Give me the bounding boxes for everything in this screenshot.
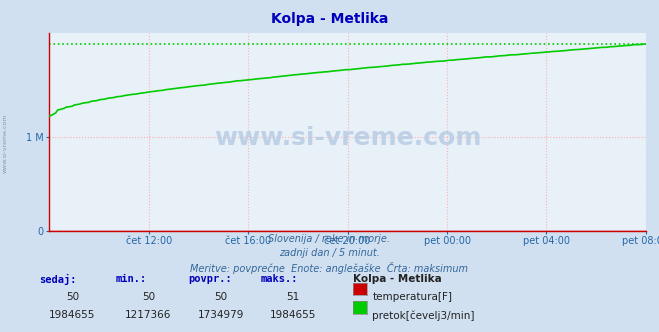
Text: 1984655: 1984655 bbox=[49, 310, 96, 320]
Text: 50: 50 bbox=[142, 292, 155, 302]
Text: zadnji dan / 5 minut.: zadnji dan / 5 minut. bbox=[279, 248, 380, 258]
Text: Slovenija / reke in morje.: Slovenija / reke in morje. bbox=[268, 234, 391, 244]
Text: pretok[čevelj3/min]: pretok[čevelj3/min] bbox=[372, 310, 475, 321]
Text: maks.:: maks.: bbox=[260, 274, 298, 284]
Text: www.si-vreme.com: www.si-vreme.com bbox=[3, 113, 8, 173]
Text: povpr.:: povpr.: bbox=[188, 274, 231, 284]
Text: min.:: min.: bbox=[115, 274, 146, 284]
Text: 1984655: 1984655 bbox=[270, 310, 316, 320]
Text: 1734979: 1734979 bbox=[198, 310, 244, 320]
Text: Kolpa - Metlika: Kolpa - Metlika bbox=[353, 274, 442, 284]
Text: temperatura[F]: temperatura[F] bbox=[372, 292, 452, 302]
Text: 51: 51 bbox=[287, 292, 300, 302]
Text: Kolpa - Metlika: Kolpa - Metlika bbox=[271, 12, 388, 26]
Text: 50: 50 bbox=[66, 292, 79, 302]
Text: 50: 50 bbox=[214, 292, 227, 302]
Text: 1217366: 1217366 bbox=[125, 310, 171, 320]
Text: sedaj:: sedaj: bbox=[40, 274, 77, 285]
Text: Meritve: povprečne  Enote: anglešaške  Črta: maksimum: Meritve: povprečne Enote: anglešaške Črt… bbox=[190, 262, 469, 274]
Text: www.si-vreme.com: www.si-vreme.com bbox=[214, 126, 481, 150]
